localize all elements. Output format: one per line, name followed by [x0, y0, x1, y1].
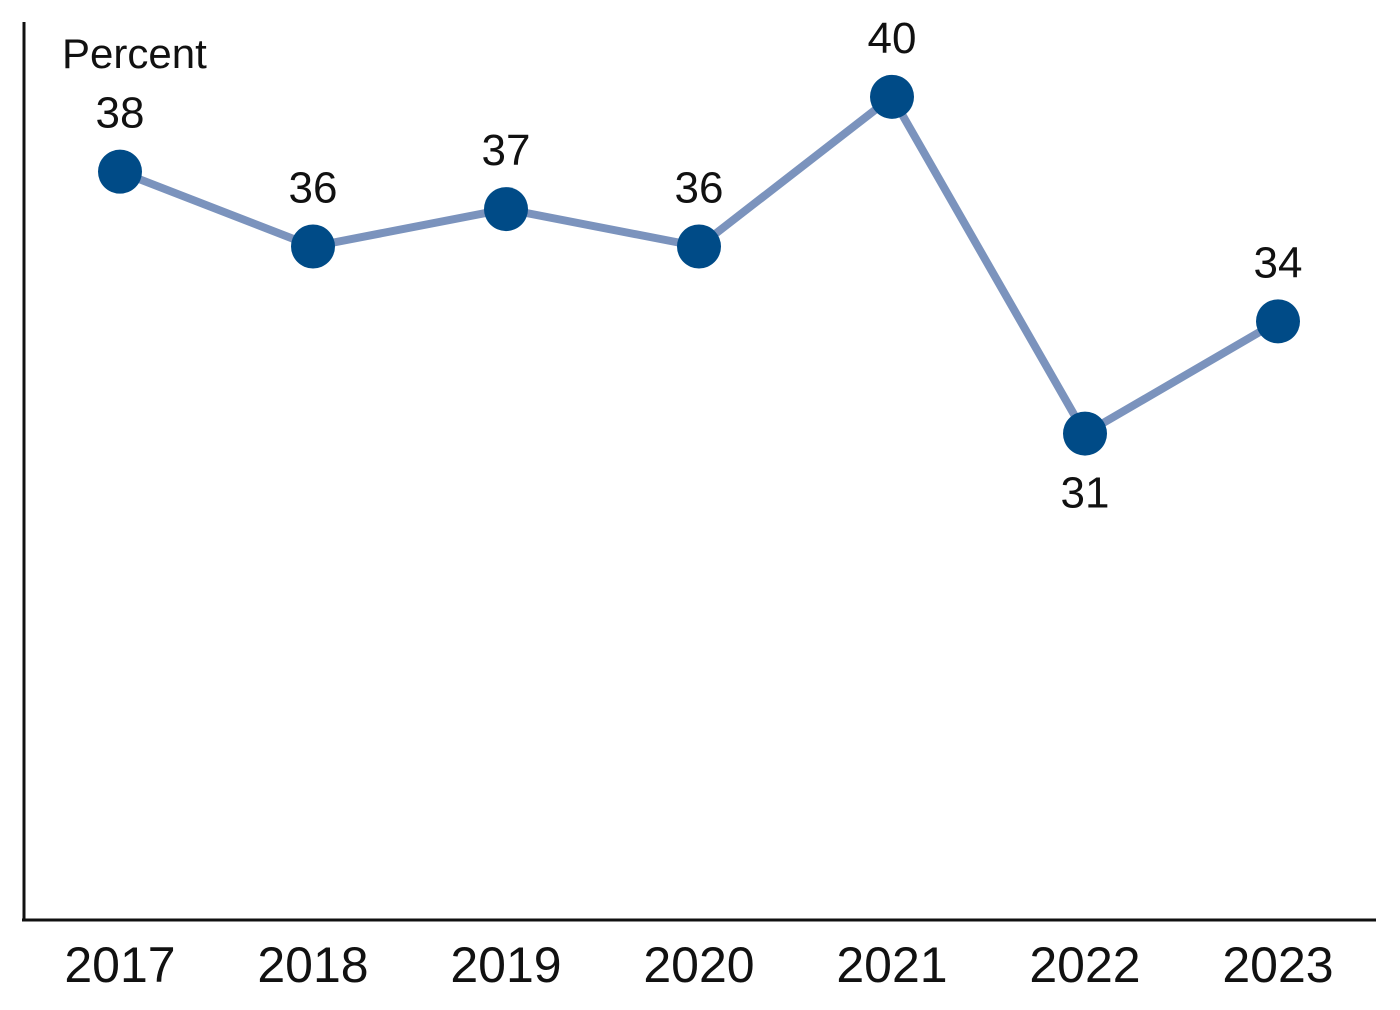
x-tick-layer: 2017 2018 2019 2020 2021 2022 2023: [64, 937, 1333, 993]
data-label-2017: 38: [96, 89, 145, 138]
data-label-2023: 34: [1254, 238, 1303, 287]
data-label-2019: 37: [482, 126, 531, 175]
data-point-2020: [677, 224, 721, 269]
data-label-layer: 38 36 37 36 40 31 34: [96, 14, 1303, 518]
x-tick-label-2020: 2020: [643, 937, 754, 993]
x-tick-label-2018: 2018: [257, 937, 368, 993]
data-label-2021: 40: [868, 14, 917, 63]
y-axis-title: Percent: [62, 30, 207, 77]
data-label-2020: 36: [675, 164, 724, 213]
data-label-2018: 36: [289, 164, 338, 213]
data-point-2019: [484, 187, 528, 232]
x-tick-label-2023: 2023: [1222, 937, 1333, 993]
data-point-2022: [1063, 411, 1107, 456]
x-tick-label-2019: 2019: [450, 937, 561, 993]
x-tick-label-2022: 2022: [1029, 937, 1140, 993]
data-point-2023: [1256, 299, 1300, 344]
x-tick-label-2021: 2021: [836, 937, 947, 993]
data-point-2021: [870, 74, 914, 119]
x-tick-label-2017: 2017: [64, 937, 175, 993]
data-label-2022: 31: [1061, 469, 1110, 518]
data-point-2018: [291, 224, 335, 269]
data-point-2017: [98, 149, 142, 194]
marker-layer: [98, 74, 1300, 456]
